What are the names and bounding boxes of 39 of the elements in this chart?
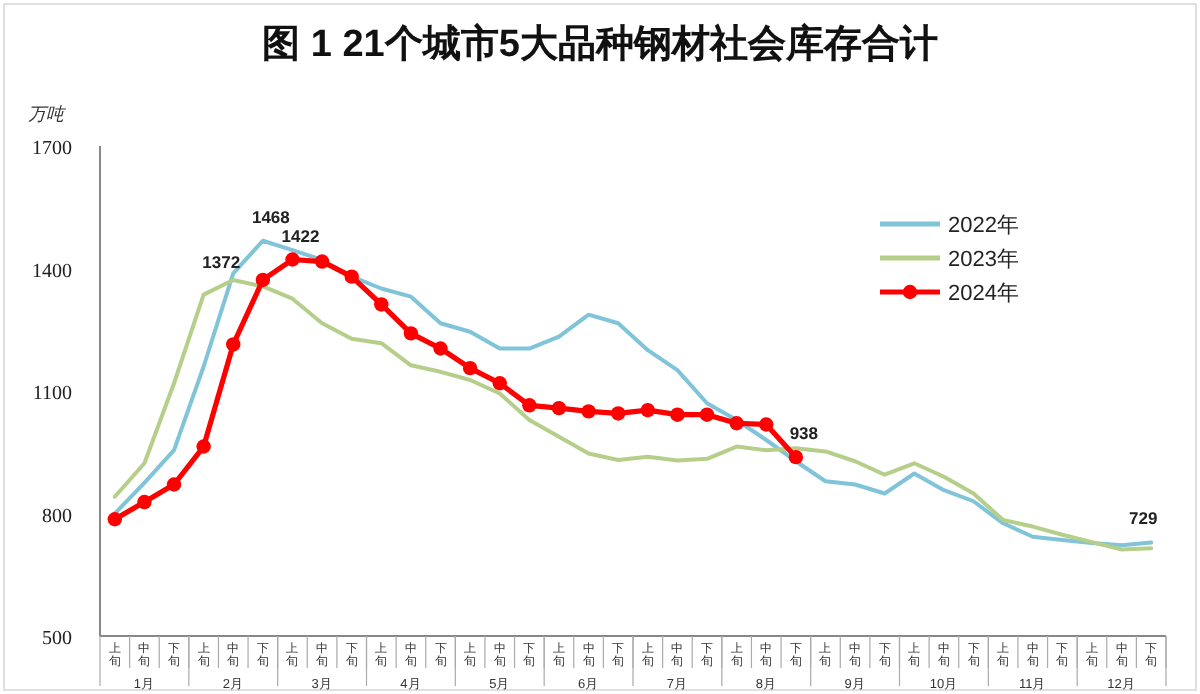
point bbox=[226, 337, 241, 352]
legend-label: 2022年 bbox=[948, 214, 1019, 238]
legend-label: 2023年 bbox=[948, 248, 1019, 272]
point bbox=[610, 406, 626, 421]
y-tick-label: 1100 bbox=[32, 383, 72, 405]
point bbox=[314, 254, 330, 269]
data-label: 938 bbox=[789, 423, 819, 444]
y-tick-label: 800 bbox=[42, 505, 72, 528]
point bbox=[522, 398, 537, 413]
point bbox=[581, 404, 596, 419]
data-label: 1372 bbox=[202, 251, 241, 272]
point bbox=[699, 407, 715, 422]
data-label: 729 bbox=[1129, 508, 1158, 529]
point bbox=[166, 477, 182, 492]
point bbox=[551, 400, 567, 416]
point bbox=[403, 326, 419, 341]
point bbox=[492, 376, 507, 391]
point bbox=[374, 297, 389, 312]
y-tick-label: 1400 bbox=[32, 260, 72, 283]
chart-title: 图 1 21个城市5大品种钢材社会库存合计 bbox=[262, 22, 938, 66]
point bbox=[255, 272, 271, 288]
point bbox=[729, 416, 744, 431]
y-tick-label: 500 bbox=[42, 628, 72, 650]
point bbox=[640, 402, 656, 418]
data-label: 1422 bbox=[281, 225, 320, 246]
point bbox=[344, 269, 359, 284]
point bbox=[788, 449, 804, 465]
y-axis-title: 万吨 bbox=[28, 104, 68, 124]
point bbox=[196, 439, 211, 454]
point bbox=[759, 417, 774, 432]
data-label: 1468 bbox=[251, 206, 291, 227]
point bbox=[107, 512, 123, 527]
y-tick-label: 1700 bbox=[32, 138, 72, 160]
point bbox=[433, 341, 448, 356]
point bbox=[137, 494, 152, 510]
point bbox=[462, 360, 478, 376]
legend-label: 2024年 bbox=[948, 282, 1019, 306]
point bbox=[670, 407, 685, 422]
point bbox=[285, 252, 300, 267]
